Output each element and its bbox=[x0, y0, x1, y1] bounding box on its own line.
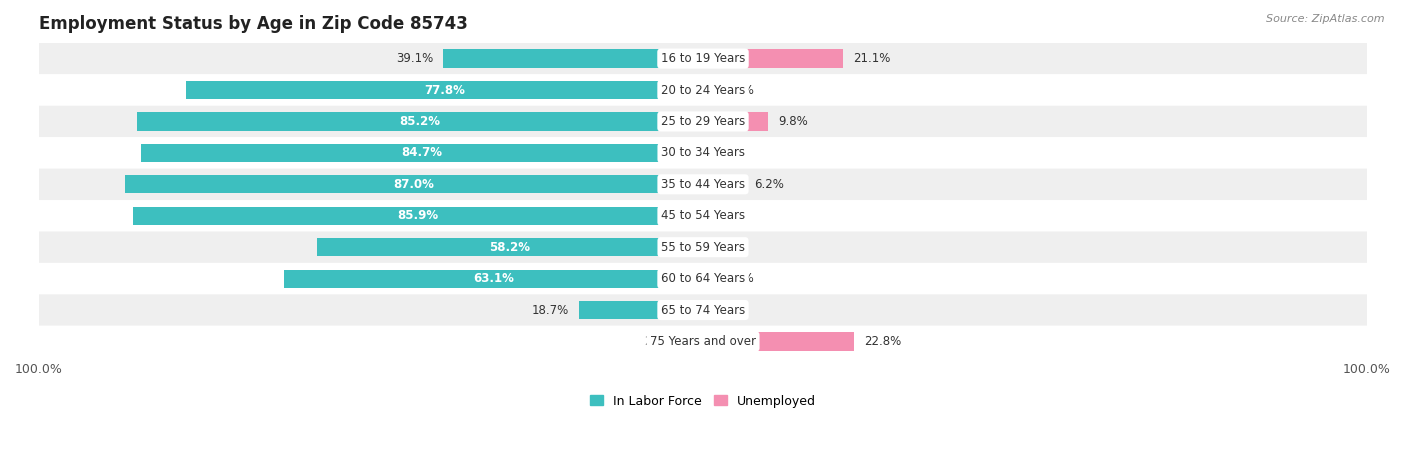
Bar bbox=[141, 144, 703, 162]
Text: 63.1%: 63.1% bbox=[472, 272, 515, 285]
Bar bbox=[703, 175, 744, 193]
Bar bbox=[703, 207, 709, 225]
Text: 77.8%: 77.8% bbox=[425, 83, 465, 97]
FancyBboxPatch shape bbox=[39, 231, 1367, 263]
Text: 55 to 59 Years: 55 to 59 Years bbox=[661, 241, 745, 253]
Text: 85.2%: 85.2% bbox=[399, 115, 440, 128]
Legend: In Labor Force, Unemployed: In Labor Force, Unemployed bbox=[591, 395, 815, 408]
Bar bbox=[138, 112, 703, 131]
Text: 0.8%: 0.8% bbox=[718, 209, 748, 222]
Text: 60 to 64 Years: 60 to 64 Years bbox=[661, 272, 745, 285]
FancyBboxPatch shape bbox=[39, 326, 1367, 357]
Bar bbox=[703, 112, 768, 131]
FancyBboxPatch shape bbox=[39, 263, 1367, 295]
Text: 22.8%: 22.8% bbox=[865, 335, 901, 348]
FancyBboxPatch shape bbox=[39, 43, 1367, 74]
Text: Source: ZipAtlas.com: Source: ZipAtlas.com bbox=[1267, 14, 1385, 23]
Text: 9.8%: 9.8% bbox=[778, 115, 808, 128]
Text: 2.9%: 2.9% bbox=[644, 335, 673, 348]
Bar bbox=[703, 50, 844, 68]
Text: Employment Status by Age in Zip Code 85743: Employment Status by Age in Zip Code 857… bbox=[39, 15, 468, 33]
Bar bbox=[703, 270, 716, 288]
Bar bbox=[187, 81, 703, 99]
Text: 85.9%: 85.9% bbox=[398, 209, 439, 222]
Bar bbox=[579, 301, 703, 319]
Text: 0.1%: 0.1% bbox=[714, 147, 744, 159]
Bar bbox=[703, 332, 855, 350]
Text: 1.8%: 1.8% bbox=[725, 272, 755, 285]
Text: 20 to 24 Years: 20 to 24 Years bbox=[661, 83, 745, 97]
Text: 1.7%: 1.7% bbox=[724, 83, 754, 97]
Text: 45 to 54 Years: 45 to 54 Years bbox=[661, 209, 745, 222]
Text: 18.7%: 18.7% bbox=[531, 304, 569, 317]
FancyBboxPatch shape bbox=[39, 200, 1367, 231]
Text: 0.3%: 0.3% bbox=[716, 241, 745, 253]
Bar bbox=[316, 238, 703, 256]
FancyBboxPatch shape bbox=[39, 137, 1367, 169]
Text: 6.2%: 6.2% bbox=[754, 178, 785, 191]
Text: 0.0%: 0.0% bbox=[713, 304, 742, 317]
Text: 65 to 74 Years: 65 to 74 Years bbox=[661, 304, 745, 317]
Text: 21.1%: 21.1% bbox=[853, 52, 890, 65]
Text: 35 to 44 Years: 35 to 44 Years bbox=[661, 178, 745, 191]
Bar bbox=[703, 238, 704, 256]
Text: 75 Years and over: 75 Years and over bbox=[650, 335, 756, 348]
Text: 30 to 34 Years: 30 to 34 Years bbox=[661, 147, 745, 159]
Bar bbox=[703, 81, 714, 99]
Text: 25 to 29 Years: 25 to 29 Years bbox=[661, 115, 745, 128]
Bar bbox=[125, 175, 703, 193]
FancyBboxPatch shape bbox=[39, 74, 1367, 106]
Bar bbox=[443, 50, 703, 68]
Text: 84.7%: 84.7% bbox=[401, 147, 443, 159]
Text: 87.0%: 87.0% bbox=[394, 178, 434, 191]
Bar bbox=[132, 207, 703, 225]
Text: 58.2%: 58.2% bbox=[489, 241, 530, 253]
Bar bbox=[683, 332, 703, 350]
FancyBboxPatch shape bbox=[39, 169, 1367, 200]
FancyBboxPatch shape bbox=[39, 106, 1367, 137]
FancyBboxPatch shape bbox=[39, 295, 1367, 326]
Bar bbox=[284, 270, 703, 288]
Text: 16 to 19 Years: 16 to 19 Years bbox=[661, 52, 745, 65]
Text: 39.1%: 39.1% bbox=[396, 52, 433, 65]
